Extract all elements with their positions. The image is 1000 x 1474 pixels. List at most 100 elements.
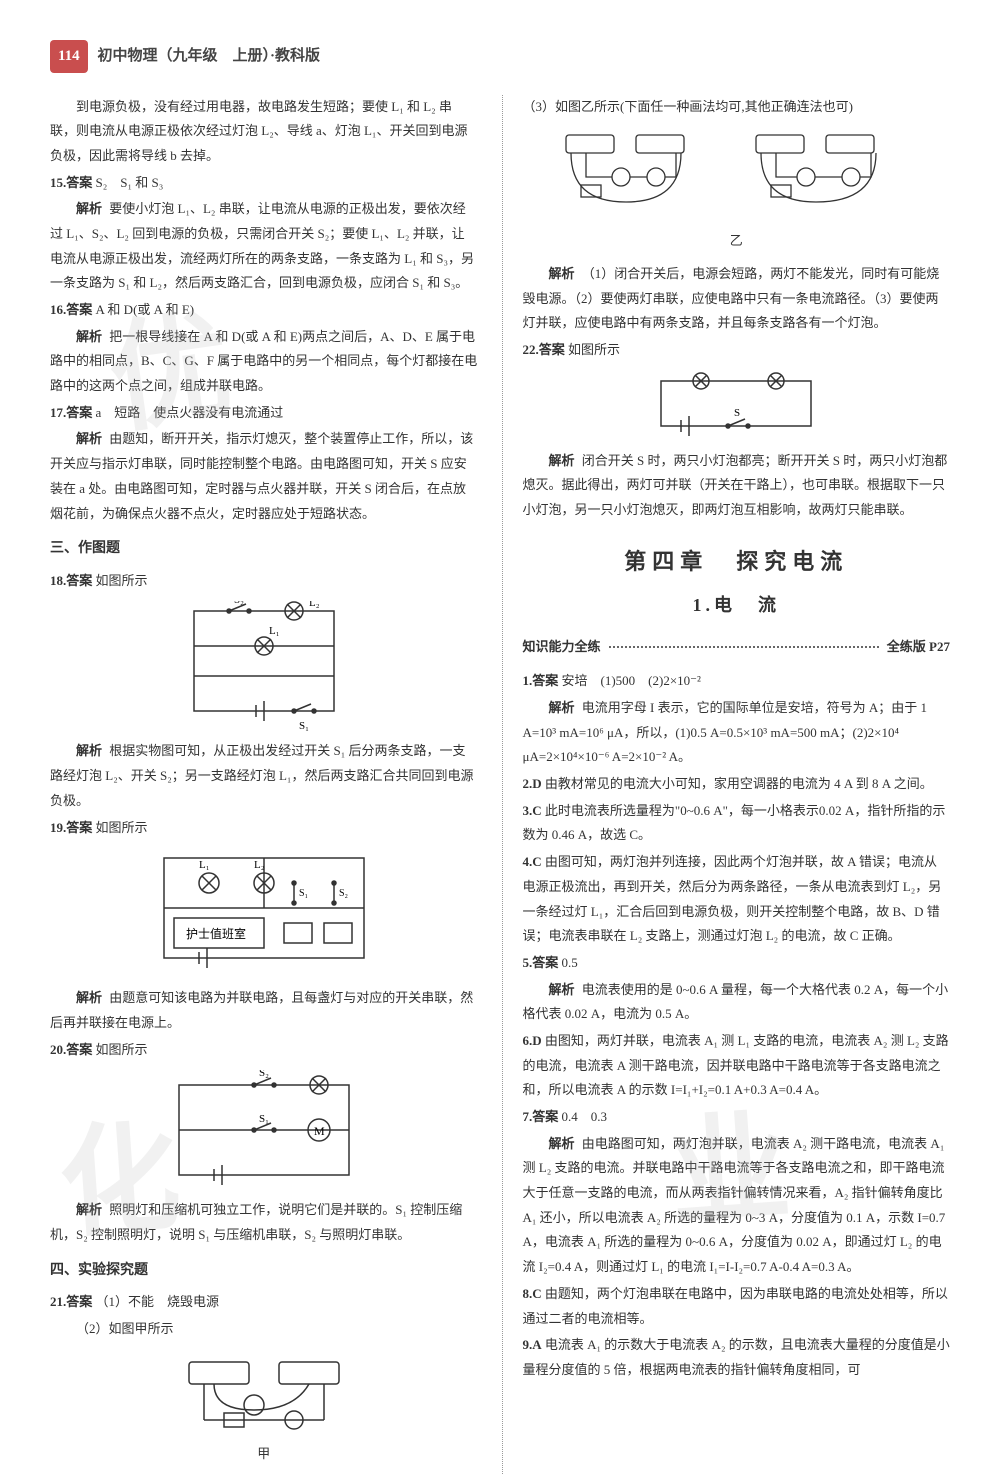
page-header: 114 初中物理（九年级 上册）·教科版 — [50, 40, 950, 77]
q16-answer: A 和 D(或 A 和 E) — [96, 302, 195, 317]
fig-s1: S₁ — [299, 888, 308, 899]
q5-answer: 0.5 — [562, 955, 578, 970]
q16-exp: 解析 把一根导线接在 A 和 D(或 A 和 E)两点之间后，A、D、E 属于电… — [50, 325, 478, 399]
section-4-title: 四、实验探究题 — [50, 1258, 478, 1285]
fig-s2: S₂ — [234, 601, 244, 606]
q17-exp: 解析 由题知，断开开关，指示灯熄灭，整个装置停止工作，所以，该开关应与指示灯串联… — [50, 427, 478, 526]
q5: 5.答案 0.5 — [523, 951, 951, 976]
analysis-label: 解析 — [549, 266, 575, 281]
q21-figure: 甲 — [50, 1350, 478, 1467]
q6-label: 6.D — [523, 1033, 542, 1048]
q8: 8.C 由题知，两个灯泡串联在电路中，因为串联电路的电流处处相等，所以通过二者的… — [523, 1282, 951, 1331]
analysis-label: 解析 — [76, 743, 102, 758]
q17-answer: a 短路 使点火器没有电流通过 — [96, 405, 284, 420]
q21-3-fig-label: 乙 — [523, 229, 951, 254]
knowledge-line: 知识能力全练 全练版 P27 — [523, 635, 951, 660]
q19-exp: 解析 由题意可知该电路为并联电路，且每盏灯与对应的开关串联，然后再并联接在电源上… — [50, 986, 478, 1035]
q18-answer: 如图所示 — [96, 573, 148, 588]
q3-label: 3.C — [523, 803, 542, 818]
q22-exp-text: 闭合开关 S 时，两只小灯泡都亮；断开开关 S 时，两只小灯泡都熄灭。据此得出，… — [523, 453, 948, 517]
fig-room: 护士值班室 — [186, 926, 246, 941]
q9: 9.A 电流表 A₁ 的示数大于电流表 A₂ 的示数，且电流表大量程的分度值是小… — [523, 1333, 951, 1382]
q7: 7.答案 0.4 0.3 — [523, 1105, 951, 1130]
q1: 1.答案 安培 (1)500 (2)2×10⁻² — [523, 669, 951, 694]
q19-label: 19.答案 — [50, 820, 92, 835]
q2: 2.D 由教材常见的电流大小可知，家用空调器的电流为 4 A 到 8 A 之间。 — [523, 772, 951, 797]
q15-exp-text: 要使小灯泡 L₁、L₂ 串联，让电流从电源的正极出发，要依次经过 L₁、S₂、L… — [50, 201, 474, 290]
q1-label: 1.答案 — [523, 673, 559, 688]
dots-divider — [609, 646, 879, 648]
q18: 18.答案 如图所示 — [50, 569, 478, 594]
q16-label: 16.答案 — [50, 302, 92, 317]
q4: 4.C 由图可知，两灯泡并列连接，因此两个灯泡并联，故 A 错误；电流从电源正极… — [523, 850, 951, 949]
header-title: 初中物理（九年级 上册）·教科版 — [97, 48, 320, 64]
fig-s2: S₂ — [339, 888, 348, 899]
chapter-title: 第四章 探究电流 — [523, 541, 951, 583]
q5-label: 5.答案 — [523, 955, 559, 970]
q19-exp-text: 由题意可知该电路为并联电路，且每盏灯与对应的开关串联，然后再并联接在电源上。 — [50, 990, 473, 1030]
analysis-label: 解析 — [76, 329, 102, 344]
q16-exp-text: 把一根导线接在 A 和 D(或 A 和 E)两点之间后，A、D、E 属于电路中的… — [50, 329, 477, 393]
q18-exp: 解析 根据实物图可知，从正极出发经过开关 S₁ 后分两条支路，一支路经灯泡 L₂… — [50, 739, 478, 813]
fig-l2: L₂ — [254, 859, 265, 871]
q21-fig-label: 甲 — [50, 1442, 478, 1467]
q1-exp-text: 电流用字母 I 表示，它的国际单位是安培，符号为 A；由于 1 A=10³ mA… — [523, 700, 927, 764]
two-column-layout: 到电源负极，没有经过用电器，故电路发生短路；要使 L₁ 和 L₂ 串联，则电流从… — [50, 95, 950, 1474]
q18-label: 18.答案 — [50, 573, 92, 588]
q21-ans2: （2）如图甲所示 — [50, 1317, 478, 1342]
q22-answer: 如图所示 — [568, 342, 620, 357]
q6-exp-text: 由图知，两灯并联，电流表 A₁ 测 L₁ 支路的电流，电流表 A₂ 测 L₂ 支… — [523, 1033, 949, 1097]
fig-s1: S₁ — [299, 720, 309, 731]
analysis-label: 解析 — [76, 431, 102, 446]
q21-label: 21.答案 — [50, 1294, 92, 1309]
analysis-label: 解析 — [76, 201, 102, 216]
q20-exp: 解析 照明灯和压缩机可独立工作，说明它们是并联的。S₁ 控制压缩机，S₂ 控制照… — [50, 1198, 478, 1247]
fig-l1: L₁ — [269, 625, 280, 637]
q20-exp-text: 照明灯和压缩机可独立工作，说明它们是并联的。S₁ 控制压缩机，S₂ 控制照明灯，… — [50, 1202, 462, 1242]
q5-exp: 解析 电流表使用的是 0~0.6 A 量程，每一个大格代表 0.2 A，每一个小… — [523, 978, 951, 1027]
q5-exp-text: 电流表使用的是 0~0.6 A 量程，每一个大格代表 0.2 A，每一个小格代表… — [523, 982, 949, 1022]
q20-label: 20.答案 — [50, 1042, 92, 1057]
q22-exp: 解析 闭合开关 S 时，两只小灯泡都亮；断开开关 S 时，两只小灯泡都熄灭。据此… — [523, 449, 951, 523]
page-number: 114 — [50, 40, 88, 73]
q21-3-exp: 解析 （1）闭合开关后，电源会短路，两灯不能发光，同时有可能烧毁电源。（2）要使… — [523, 262, 951, 336]
q7-exp-text: 由电路图可知，两灯泡并联，电流表 A₂ 测干路电流，电流表 A₁ 测 L₂ 支路… — [523, 1136, 946, 1274]
q17: 17.答案 a 短路 使点火器没有电流通过 — [50, 401, 478, 426]
fig-l1: L₁ — [199, 859, 210, 871]
q21-3-figure: 乙 — [523, 127, 951, 254]
q19-answer: 如图所示 — [96, 820, 148, 835]
q22: 22.答案 如图所示 — [523, 338, 951, 363]
q7-answer: 0.4 0.3 — [562, 1109, 608, 1124]
fig-l2: L₂ — [309, 601, 320, 609]
q18-figure: S₂ L₂ L₁ S₁ — [50, 601, 478, 731]
fig-s: S — [734, 407, 740, 419]
q15-label: 15.答案 — [50, 175, 92, 190]
q20-answer: 如图所示 — [96, 1042, 148, 1057]
q2-exp-text: 由教材常见的电流大小可知，家用空调器的电流为 4 A 到 8 A 之间。 — [545, 776, 933, 791]
q1-exp: 解析 电流用字母 I 表示，它的国际单位是安培，符号为 A；由于 1 A=10³… — [523, 696, 951, 770]
right-column: （3）如图乙所示(下面任一种画法均可,其他正确连法也可) — [502, 95, 951, 1474]
q3-exp-text: 此时电流表所选量程为"0~0.6 A"，每一小格表示0.02 A，指针所指的示数… — [523, 803, 946, 843]
q3: 3.C 此时电流表所选量程为"0~0.6 A"，每一小格表示0.02 A，指针所… — [523, 799, 951, 848]
left-column: 到电源负极，没有经过用电器，故电路发生短路；要使 L₁ 和 L₂ 串联，则电流从… — [50, 95, 478, 1474]
q21-3-exp-text: （1）闭合开关后，电源会短路，两灯不能发光，同时有可能烧毁电源。（2）要使两灯串… — [523, 266, 940, 330]
q8-exp-text: 由题知，两个灯泡串联在电路中，因为串联电路的电流处处相等，所以通过二者的电流相等… — [523, 1286, 948, 1326]
fig-s1: S₁ — [259, 1113, 269, 1125]
q20: 20.答案 如图所示 — [50, 1038, 478, 1063]
q9-label: 9.A — [523, 1337, 542, 1352]
q1-answer: 安培 (1)500 (2)2×10⁻² — [562, 673, 701, 688]
q17-exp-text: 由题知，断开开关，指示灯熄灭，整个装置停止工作，所以，该开关应与指示灯串联，同时… — [50, 431, 473, 520]
q6: 6.D 由图知，两灯并联，电流表 A₁ 测 L₁ 支路的电流，电流表 A₂ 测 … — [523, 1029, 951, 1103]
intro-text: 到电源负极，没有经过用电器，故电路发生短路；要使 L₁ 和 L₂ 串联，则电流从… — [50, 95, 478, 169]
knowledge-left: 知识能力全练 — [523, 635, 601, 660]
q19: 19.答案 如图所示 — [50, 816, 478, 841]
q18-exp-text: 根据实物图可知，从正极出发经过开关 S₁ 后分两条支路，一支路经灯泡 L₂、开关… — [50, 743, 473, 807]
q21: 21.答案 （1）不能 烧毁电源 — [50, 1290, 478, 1315]
q15-answer: S₂ S₁ 和 S₃ — [96, 175, 164, 190]
subchapter-title: 1.电 流 — [523, 588, 951, 622]
analysis-label: 解析 — [76, 1202, 102, 1217]
q15: 15.答案 S₂ S₁ 和 S₃ — [50, 171, 478, 196]
analysis-label: 解析 — [549, 453, 575, 468]
q21-ans1: （1）不能 烧毁电源 — [96, 1294, 220, 1309]
q8-label: 8.C — [523, 1286, 542, 1301]
